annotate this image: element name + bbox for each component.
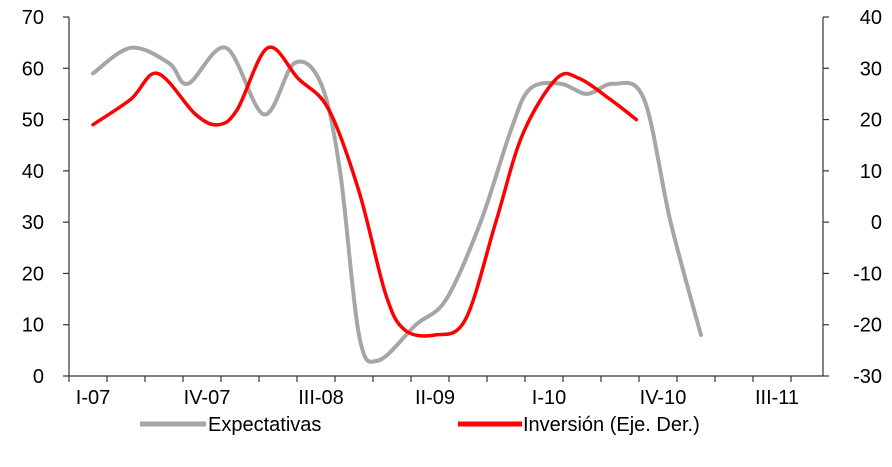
series-layer [91,45,703,364]
left-y-tick-label: 40 [22,161,44,183]
series-line-inversion [91,45,639,338]
series-line-expectativas [91,45,703,364]
axes: 0 10 20 30 40 50 60 70 -30 -20 -10 0 10 20 30 40 I-07 IV-… [22,7,882,409]
right-y-tick-label: -20 [853,315,882,337]
x-tick-label: IV-10 [640,387,687,409]
left-y-tick-label: 30 [22,212,44,234]
legend-label-expectativas: Expectativas [208,414,321,436]
legend: Expectativas Inversión (Eje. Der.) [140,414,700,436]
left-y-tick-label: 60 [22,58,44,80]
right-y-tick-label: 30 [860,58,882,80]
left-y-tick-label: 50 [22,110,44,132]
left-y-tick-label: 0 [33,366,44,388]
left-y-tick-label: 70 [22,7,44,29]
x-tick-label: I-07 [76,387,110,409]
left-y-tick-label: 20 [22,263,44,285]
x-tick-label: IV-07 [184,387,231,409]
x-tick-label: II-09 [415,387,455,409]
left-y-tick-label: 10 [22,315,44,337]
right-y-tick-label: 40 [860,7,882,29]
right-y-tick-label: -10 [853,263,882,285]
x-tick-label: III-08 [298,387,344,409]
x-tick-label: I-10 [532,387,566,409]
right-y-tick-label: -30 [853,366,882,388]
x-tick-label: III-11 [755,387,799,409]
right-y-tick-label: 10 [860,161,882,183]
right-y-tick-label: 20 [860,110,882,132]
legend-label-inversion: Inversión (Eje. Der.) [523,414,700,436]
right-y-tick-label: 0 [871,212,882,234]
